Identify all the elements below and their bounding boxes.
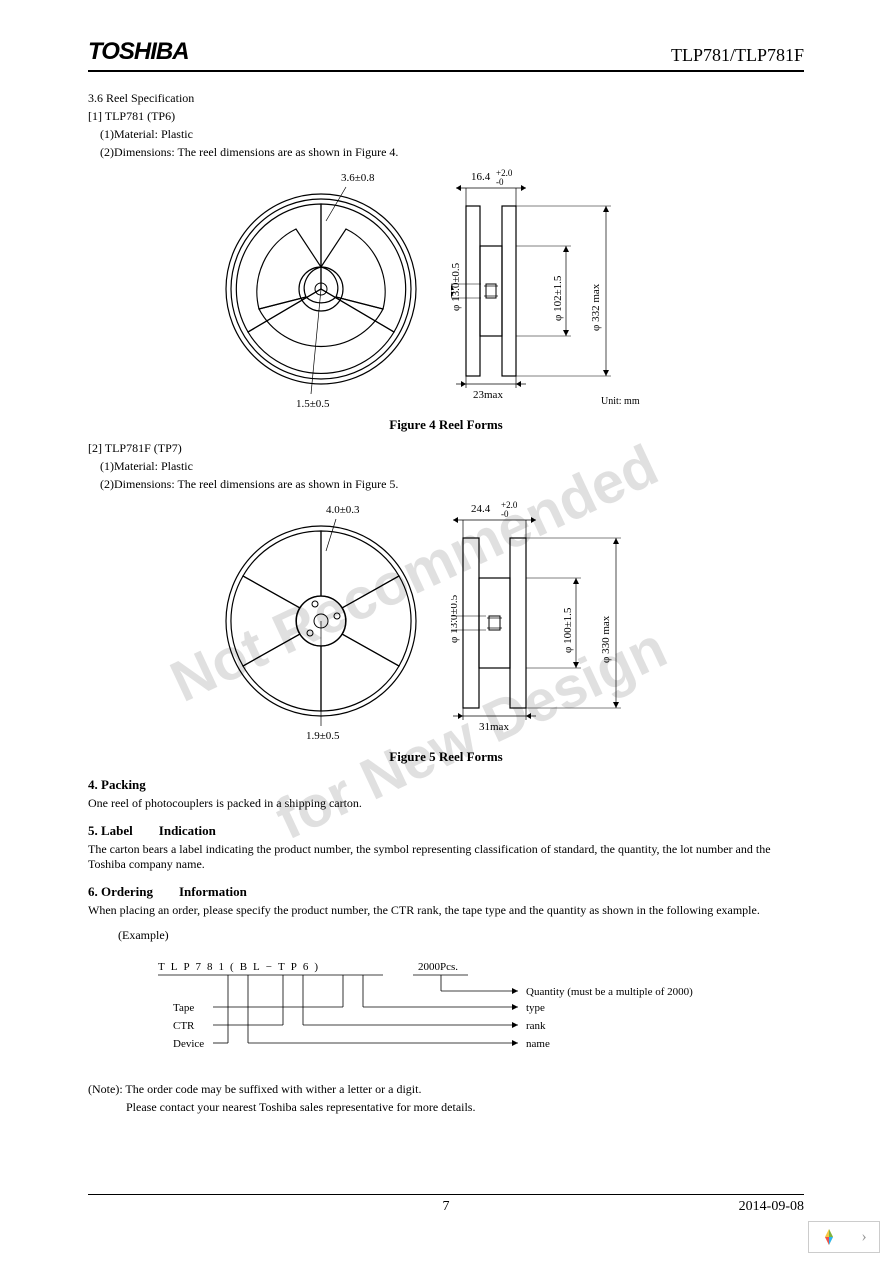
- svg-text:23max: 23max: [473, 389, 503, 401]
- figure-5-caption: Figure 5 Reel Forms: [88, 749, 804, 765]
- svg-text:φ 102±1.5: φ 102±1.5: [552, 275, 564, 321]
- chevron-right-icon: ›: [849, 1222, 879, 1252]
- svg-text:-0: -0: [501, 509, 509, 519]
- reel2-front-view: 4.0±0.3 1.9±0.5: [211, 501, 431, 741]
- example-diagram: TLP781(BL−TP6) 2000Pcs. Quantity (must b…: [88, 949, 804, 1079]
- figure-4: 3.6±0.8 1.5±0.5 16.4 +2.0 -0 φ 13.0±0.5 …: [88, 166, 804, 411]
- svg-text:φ 100±1.5: φ 100±1.5: [562, 607, 574, 653]
- section-6-heading: 6. Ordering Information: [88, 884, 804, 900]
- section-3-6-title: 3.6 Reel Specification: [88, 91, 804, 106]
- page-footer: 7 2014-09-08: [88, 1194, 804, 1215]
- reel1-dimensions: (2)Dimensions: The reel dimensions are a…: [100, 145, 804, 160]
- svg-text:rank: rank: [526, 1020, 546, 1032]
- svg-text:φ 332 max: φ 332 max: [590, 283, 602, 331]
- section-4-body: One reel of photocouplers is packed in a…: [88, 796, 804, 811]
- svg-text:name: name: [526, 1038, 550, 1050]
- figure-4-caption: Figure 4 Reel Forms: [88, 417, 804, 433]
- svg-text:4.0±0.3: 4.0±0.3: [326, 504, 360, 516]
- svg-text:CTR: CTR: [173, 1020, 195, 1032]
- part-number: TLP781/TLP781F: [671, 45, 804, 66]
- svg-text:φ 13.0±0.5: φ 13.0±0.5: [451, 594, 460, 643]
- svg-text:φ 13.0±0.5: φ 13.0±0.5: [451, 262, 462, 311]
- section-5-body: The carton bears a label indicating the …: [88, 842, 804, 872]
- reel2-heading: [2] TLP781F (TP7): [88, 441, 804, 456]
- svg-text:1.9±0.5: 1.9±0.5: [306, 730, 340, 741]
- footer-date: 2014-09-08: [739, 1199, 804, 1215]
- example-label: (Example): [118, 928, 804, 943]
- figure-5: 4.0±0.3 1.9±0.5 24.4 +2.0 -0 φ 13.0±0.5 …: [88, 498, 804, 743]
- page-number: 7: [443, 1199, 450, 1215]
- badge-icon: [809, 1222, 849, 1252]
- reel1-heading: [1] TLP781 (TP6): [88, 109, 804, 124]
- svg-text:type: type: [526, 1002, 545, 1014]
- reel1-side-view: 16.4 +2.0 -0 φ 13.0±0.5 φ 102±1.5 φ 332 …: [451, 166, 681, 411]
- reel2-dimensions: (2)Dimensions: The reel dimensions are a…: [100, 477, 804, 492]
- corner-badge[interactable]: ›: [808, 1221, 880, 1253]
- svg-text:Quantity (must be a multiple o: Quantity (must be a multiple of 2000): [526, 986, 693, 998]
- svg-text:31max: 31max: [479, 721, 509, 733]
- section-6-body: When placing an order, please specify th…: [88, 903, 804, 918]
- company-logo: TOSHIBA: [88, 38, 189, 66]
- reel2-side-view: 24.4 +2.0 -0 φ 13.0±0.5 φ 100±1.5 φ 330 …: [451, 498, 681, 743]
- section-4-heading: 4. Packing: [88, 777, 804, 793]
- page-content: 3.6 Reel Specification [1] TLP781 (TP6) …: [88, 88, 804, 1118]
- svg-text:Tape: Tape: [173, 1002, 194, 1014]
- svg-text:24.4: 24.4: [471, 503, 491, 515]
- note-2: Please contact your nearest Toshiba sale…: [126, 1100, 804, 1115]
- svg-text:Unit: mm: Unit: mm: [601, 396, 640, 407]
- svg-text:-0: -0: [496, 177, 504, 187]
- svg-text:φ 330 max: φ 330 max: [600, 615, 612, 663]
- note-1: (Note): The order code may be suffixed w…: [88, 1082, 804, 1097]
- section-5-heading: 5. Label Indication: [88, 823, 804, 839]
- reel2-material: (1)Material: Plastic: [100, 459, 804, 474]
- svg-text:Device: Device: [173, 1038, 204, 1050]
- page-header: TOSHIBA TLP781/TLP781F: [88, 38, 804, 72]
- svg-text:1.5±0.5: 1.5±0.5: [296, 398, 330, 409]
- svg-text:16.4: 16.4: [471, 171, 491, 183]
- reel1-material: (1)Material: Plastic: [100, 127, 804, 142]
- svg-text:3.6±0.8: 3.6±0.8: [341, 172, 375, 184]
- reel1-front-view: 3.6±0.8 1.5±0.5: [211, 169, 431, 409]
